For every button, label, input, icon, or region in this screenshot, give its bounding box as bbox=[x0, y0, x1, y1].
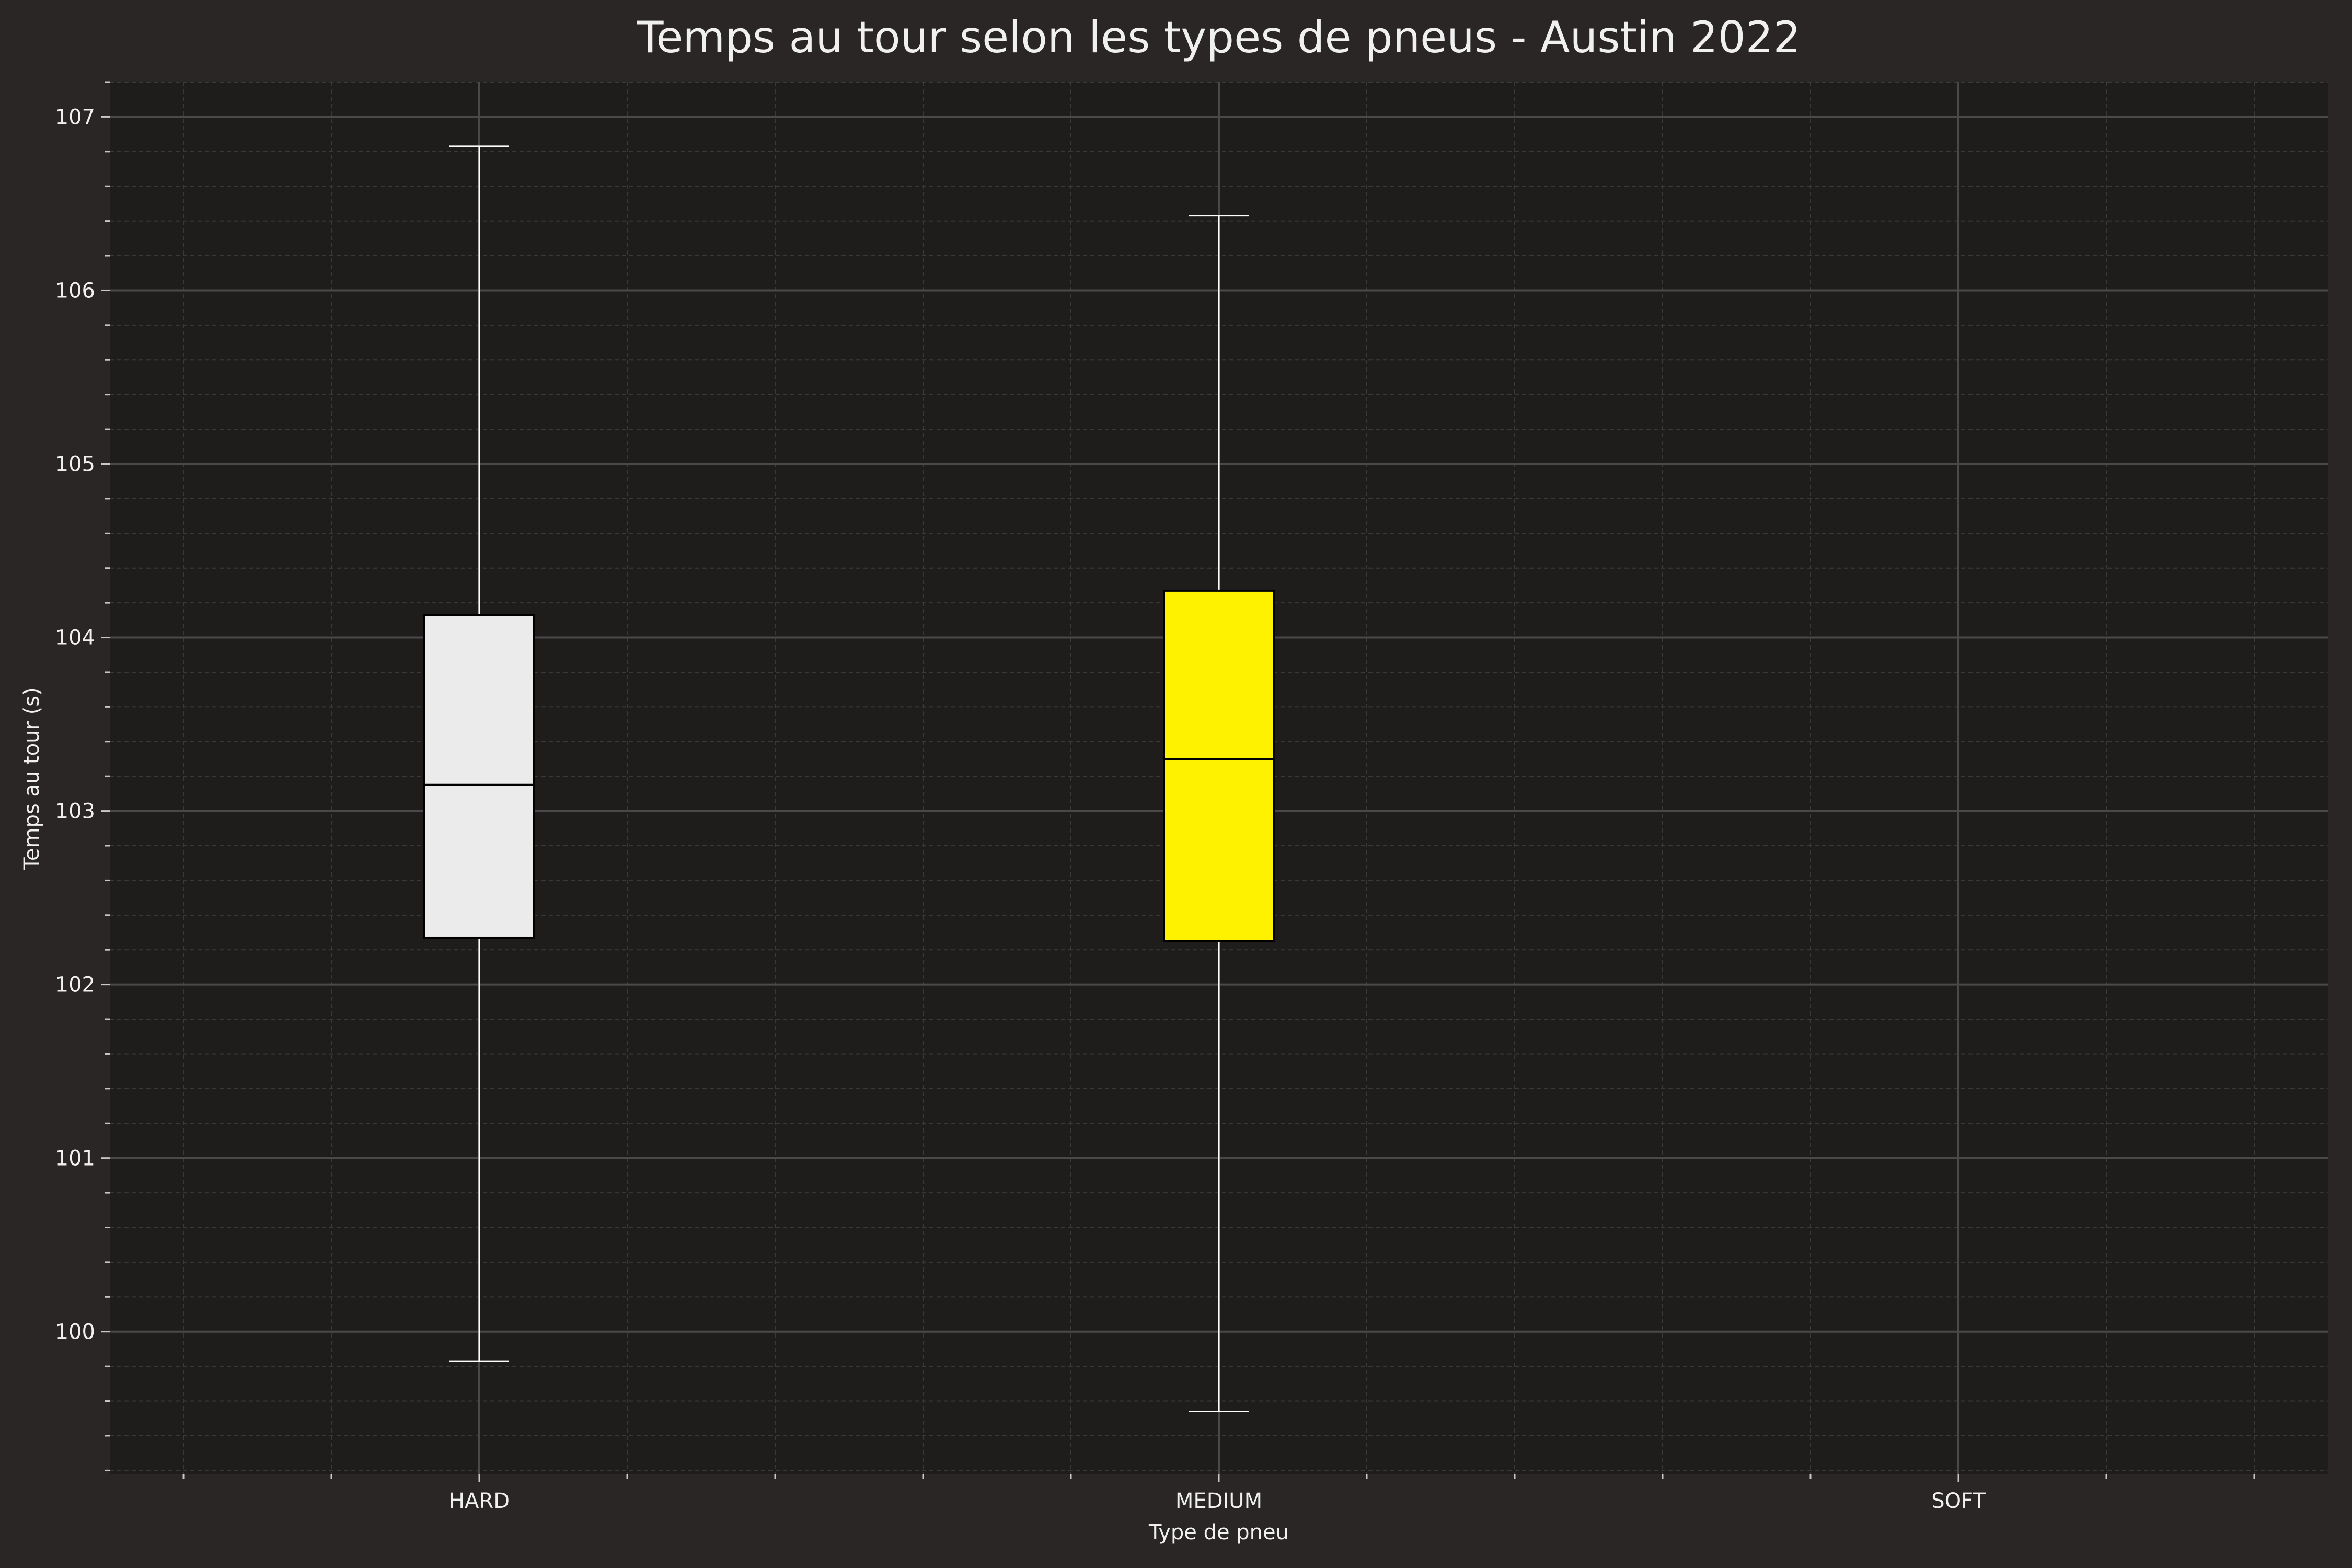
y-axis: 100 101 102 103 104 105 106 107 bbox=[55, 81, 110, 1471]
y-tick-label: 106 bbox=[55, 279, 95, 303]
box-medium bbox=[1163, 215, 1275, 1412]
y-tick-label: 101 bbox=[55, 1147, 95, 1171]
y-tick-label: 107 bbox=[55, 105, 95, 129]
x-tick-label-soft: SOFT bbox=[1931, 1489, 1986, 1513]
x-axis-label: Type de pneu bbox=[1148, 1520, 1289, 1544]
y-tick-label: 105 bbox=[55, 452, 95, 476]
iqr-box bbox=[1163, 589, 1275, 942]
iqr-box bbox=[423, 614, 535, 939]
box-hard bbox=[423, 145, 535, 1362]
y-tick-label: 104 bbox=[55, 626, 95, 650]
y-tick-label: 103 bbox=[55, 800, 95, 824]
x-tick-label-hard: HARD bbox=[449, 1489, 510, 1513]
y-tick-label: 102 bbox=[55, 973, 95, 997]
boxes bbox=[423, 145, 1275, 1412]
y-tick-label: 100 bbox=[55, 1320, 95, 1344]
x-axis: HARD MEDIUM SOFT bbox=[182, 1474, 2255, 1513]
x-tick-label-medium: MEDIUM bbox=[1175, 1489, 1262, 1513]
y-axis-label: Temps au tour (s) bbox=[20, 687, 44, 870]
chart-title: Temps au tour selon les types de pneus -… bbox=[637, 12, 1801, 63]
